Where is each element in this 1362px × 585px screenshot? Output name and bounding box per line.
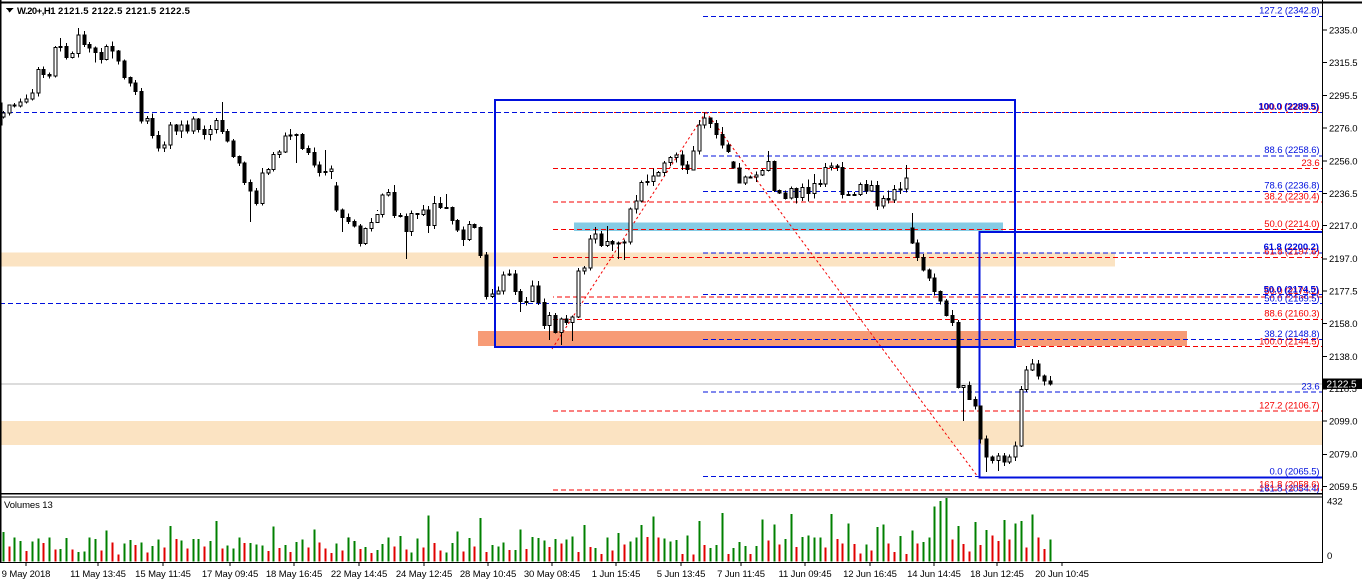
svg-text:38.2 (2230.4): 38.2 (2230.4): [1264, 192, 1319, 203]
svg-text:11 Jun 09:45: 11 Jun 09:45: [778, 569, 831, 580]
svg-text:38.2 (2148.8): 38.2 (2148.8): [1264, 329, 1319, 340]
svg-text:11 May 13:45: 11 May 13:45: [70, 569, 126, 580]
svg-text:2121.5 2122.5 2121.5 2122.5: 2121.5 2122.5 2121.5 2122.5: [58, 6, 191, 17]
svg-text:2138.0: 2138.0: [1329, 352, 1357, 363]
svg-text:2122.5: 2122.5: [1327, 379, 1358, 390]
svg-text:161.8 (2058.6): 161.8 (2058.6): [1259, 480, 1319, 491]
svg-text:0: 0: [1327, 551, 1332, 562]
svg-text:100.0 (2289.5): 100.0 (2289.5): [1259, 102, 1319, 113]
svg-text:0.0 (2065.5): 0.0 (2065.5): [1269, 467, 1319, 478]
svg-text:1 Jun 15:45: 1 Jun 15:45: [592, 569, 641, 580]
svg-text:127.2 (2342.8): 127.2 (2342.8): [1259, 6, 1319, 17]
svg-text:2059.5: 2059.5: [1329, 482, 1357, 493]
svg-text:127.2 (2106.7): 127.2 (2106.7): [1259, 401, 1319, 412]
svg-text:7 Jun 11:45: 7 Jun 11:45: [717, 569, 765, 580]
svg-text:2079.0: 2079.0: [1329, 450, 1357, 461]
svg-text:78.6 (2236.8): 78.6 (2236.8): [1264, 181, 1319, 192]
svg-text:12 Jun 16:45: 12 Jun 16:45: [843, 569, 897, 580]
svg-text:18 Jun 12:45: 18 Jun 12:45: [970, 569, 1024, 580]
svg-text:50.0 (2169.5): 50.0 (2169.5): [1264, 294, 1319, 305]
svg-text:2118.5: 2118.5: [1329, 384, 1357, 395]
svg-text:22 May 14:45: 22 May 14:45: [331, 569, 387, 580]
svg-text:Volumes 13: Volumes 13: [4, 500, 53, 511]
svg-text:50.0 (2214.0): 50.0 (2214.0): [1264, 219, 1319, 230]
svg-text:2315.5: 2315.5: [1329, 58, 1357, 69]
svg-text:24 May 12:45: 24 May 12:45: [396, 569, 452, 580]
svg-text:2099.0: 2099.0: [1329, 417, 1357, 428]
svg-text:2158.0: 2158.0: [1329, 319, 1357, 330]
svg-text:100.0 (2144.5): 100.0 (2144.5): [1259, 337, 1319, 348]
svg-text:161.8 (2054.4): 161.8 (2054.4): [1259, 484, 1319, 495]
svg-text:61.8 (2197.6): 61.8 (2197.6): [1264, 247, 1319, 258]
svg-text:61.8 (2200.2): 61.8 (2200.2): [1264, 242, 1319, 253]
svg-text:2177.5: 2177.5: [1329, 286, 1357, 297]
svg-text:20 Jun 10:45: 20 Jun 10:45: [1035, 569, 1089, 580]
svg-text:W.20+,H1: W.20+,H1: [17, 6, 56, 17]
svg-text:50.0 (2174.2): 50.0 (2174.2): [1264, 286, 1319, 297]
svg-text:2256.0: 2256.0: [1329, 156, 1357, 167]
svg-text:2217.0: 2217.0: [1329, 221, 1357, 232]
svg-text:2197.0: 2197.0: [1329, 254, 1357, 265]
svg-text:2335.0: 2335.0: [1329, 26, 1357, 37]
svg-text:18 May 16:45: 18 May 16:45: [266, 569, 322, 580]
svg-text:432: 432: [1327, 497, 1343, 508]
svg-text:28 May 10:45: 28 May 10:45: [460, 569, 516, 580]
svg-text:2236.5: 2236.5: [1329, 189, 1357, 200]
svg-text:17 May 09:45: 17 May 09:45: [202, 569, 258, 580]
svg-text:2276.0: 2276.0: [1329, 123, 1357, 134]
svg-text:15 May 11:45: 15 May 11:45: [135, 569, 191, 580]
svg-text:88.6 (2160.3): 88.6 (2160.3): [1264, 309, 1319, 320]
svg-text:100.0 (2289.5): 100.0 (2289.5): [1258, 101, 1318, 112]
svg-text:23.6: 23.6: [1301, 382, 1319, 393]
svg-text:50.0 (2174.5): 50.0 (2174.5): [1264, 285, 1319, 296]
svg-text:9 May 2018: 9 May 2018: [2, 569, 51, 580]
svg-text:23.6: 23.6: [1301, 158, 1319, 169]
svg-text:88.6 (2258.6): 88.6 (2258.6): [1264, 145, 1319, 156]
svg-text:5 Jun 13:45: 5 Jun 13:45: [657, 569, 706, 580]
svg-text:30 May 08:45: 30 May 08:45: [524, 569, 580, 580]
svg-text:14 Jun 14:45: 14 Jun 14:45: [907, 569, 961, 580]
svg-text:2295.5: 2295.5: [1329, 91, 1357, 102]
